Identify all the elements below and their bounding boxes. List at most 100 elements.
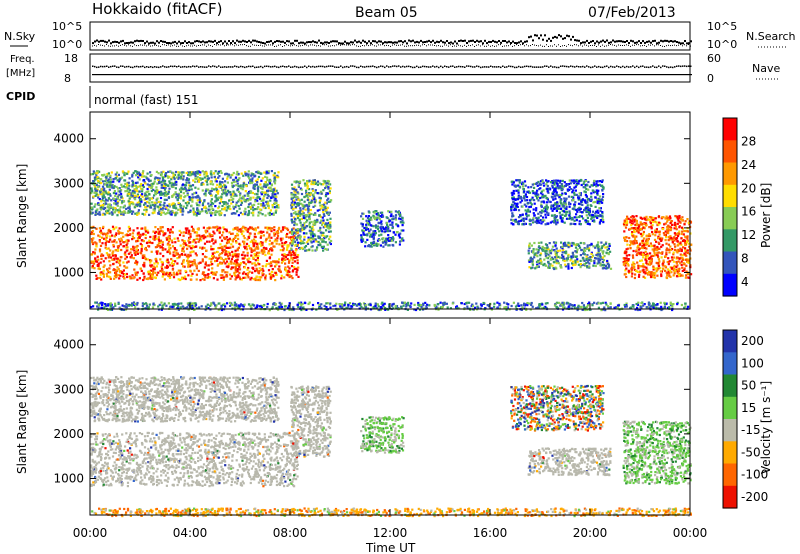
- power-cell: [220, 239, 224, 242]
- power-cell: [109, 277, 112, 280]
- freq-point: [416, 74, 418, 76]
- noise-search-point: [96, 45, 97, 47]
- power-cell: [186, 177, 189, 180]
- power-cell: [112, 245, 115, 248]
- power-cell: [138, 196, 141, 199]
- power-cell: [113, 190, 116, 193]
- power-cell: [115, 176, 118, 179]
- nave-point: [350, 65, 352, 67]
- noise-search-point: [510, 44, 511, 46]
- power-cell: [322, 219, 325, 222]
- power-cell: [361, 217, 365, 220]
- power-cell: [103, 173, 106, 176]
- power-cell: [150, 186, 153, 189]
- power-cell: [270, 170, 273, 173]
- nave-point: [620, 66, 622, 69]
- power-cell: [155, 265, 158, 268]
- power-cell: [254, 198, 257, 202]
- power-cell: [93, 183, 96, 186]
- power-cell: [148, 273, 151, 276]
- power-cell: [213, 226, 217, 229]
- power-cell: [180, 262, 184, 265]
- power-cell: [533, 241, 536, 245]
- power-cell: [101, 185, 105, 188]
- nave-point: [448, 66, 450, 68]
- power-cell: [324, 201, 327, 204]
- nave-point: [312, 65, 314, 68]
- power-cell: [131, 192, 134, 195]
- power-cell: [106, 270, 110, 273]
- power-cell: [215, 186, 218, 189]
- freq-point: [308, 74, 310, 76]
- power-cell: [271, 194, 274, 197]
- freq-point: [126, 74, 128, 76]
- power-cell: [369, 228, 372, 231]
- noise-sky-point: [414, 41, 416, 44]
- power-cell: [207, 227, 210, 230]
- freq-point: [320, 74, 322, 76]
- power-cell: [113, 277, 116, 280]
- power-cell: [109, 264, 112, 267]
- power-cell: [186, 259, 189, 262]
- power-cell: [293, 180, 296, 183]
- power-cell: [302, 212, 305, 215]
- freq-point: [146, 74, 148, 76]
- power-cell: [147, 231, 150, 234]
- power-cell: [121, 232, 124, 235]
- power-cell: [195, 191, 198, 194]
- power-cell: [142, 240, 145, 243]
- noise-search-point: [228, 44, 229, 46]
- power-cell: [310, 183, 313, 186]
- power-cell: [169, 228, 172, 231]
- noise-sky-point: [144, 42, 146, 45]
- power-cell: [234, 234, 237, 238]
- power-cell: [278, 226, 281, 229]
- noise-search-point: [680, 44, 681, 46]
- power-cell: [221, 208, 224, 211]
- power-cell: [253, 262, 256, 265]
- power-cell: [142, 185, 145, 188]
- noise-sky-point: [236, 39, 238, 42]
- power-cell: [256, 259, 260, 262]
- power-cell: [293, 217, 297, 220]
- nave-point: [272, 65, 274, 68]
- power-cell: [590, 259, 593, 262]
- noise-sky-point: [656, 42, 658, 45]
- noise-sky-point: [188, 41, 190, 44]
- noise-search-point: [324, 44, 325, 46]
- power-cell: [299, 212, 302, 215]
- power-cell: [159, 206, 162, 209]
- power-cell: [207, 177, 210, 180]
- noise-search-point: [646, 45, 647, 47]
- power-cell: [199, 210, 202, 213]
- noise-search-point: [554, 44, 555, 46]
- power-cell: [103, 196, 106, 199]
- noise-sky-point: [478, 40, 480, 43]
- noise-search-point: [290, 45, 291, 47]
- noise-sky-point: [576, 39, 578, 42]
- power-cell: [98, 239, 101, 242]
- power-cell: [321, 238, 325, 241]
- power-cell: [247, 272, 250, 275]
- freq-point: [360, 74, 362, 76]
- power-cell: [252, 196, 255, 199]
- power-cell: [187, 263, 190, 267]
- power-cell: [385, 240, 388, 244]
- power-cell: [108, 255, 111, 258]
- power-cell: [173, 193, 176, 196]
- noise-sky-point: [146, 40, 148, 43]
- power-cell: [170, 273, 173, 277]
- power-cell: [191, 229, 194, 232]
- noise-search-point: [676, 45, 677, 47]
- power-cell: [155, 250, 158, 253]
- power-cell: [231, 200, 235, 203]
- power-cell: [99, 189, 103, 193]
- noise-search-point: [434, 45, 435, 46]
- power-cell: [321, 223, 324, 226]
- noise-search-point: [122, 44, 123, 46]
- noise-search-point: [536, 45, 537, 46]
- power-cell: [401, 237, 404, 240]
- power-cell: [310, 230, 313, 233]
- noise-search-point: [234, 45, 235, 47]
- power-cell: [229, 246, 232, 249]
